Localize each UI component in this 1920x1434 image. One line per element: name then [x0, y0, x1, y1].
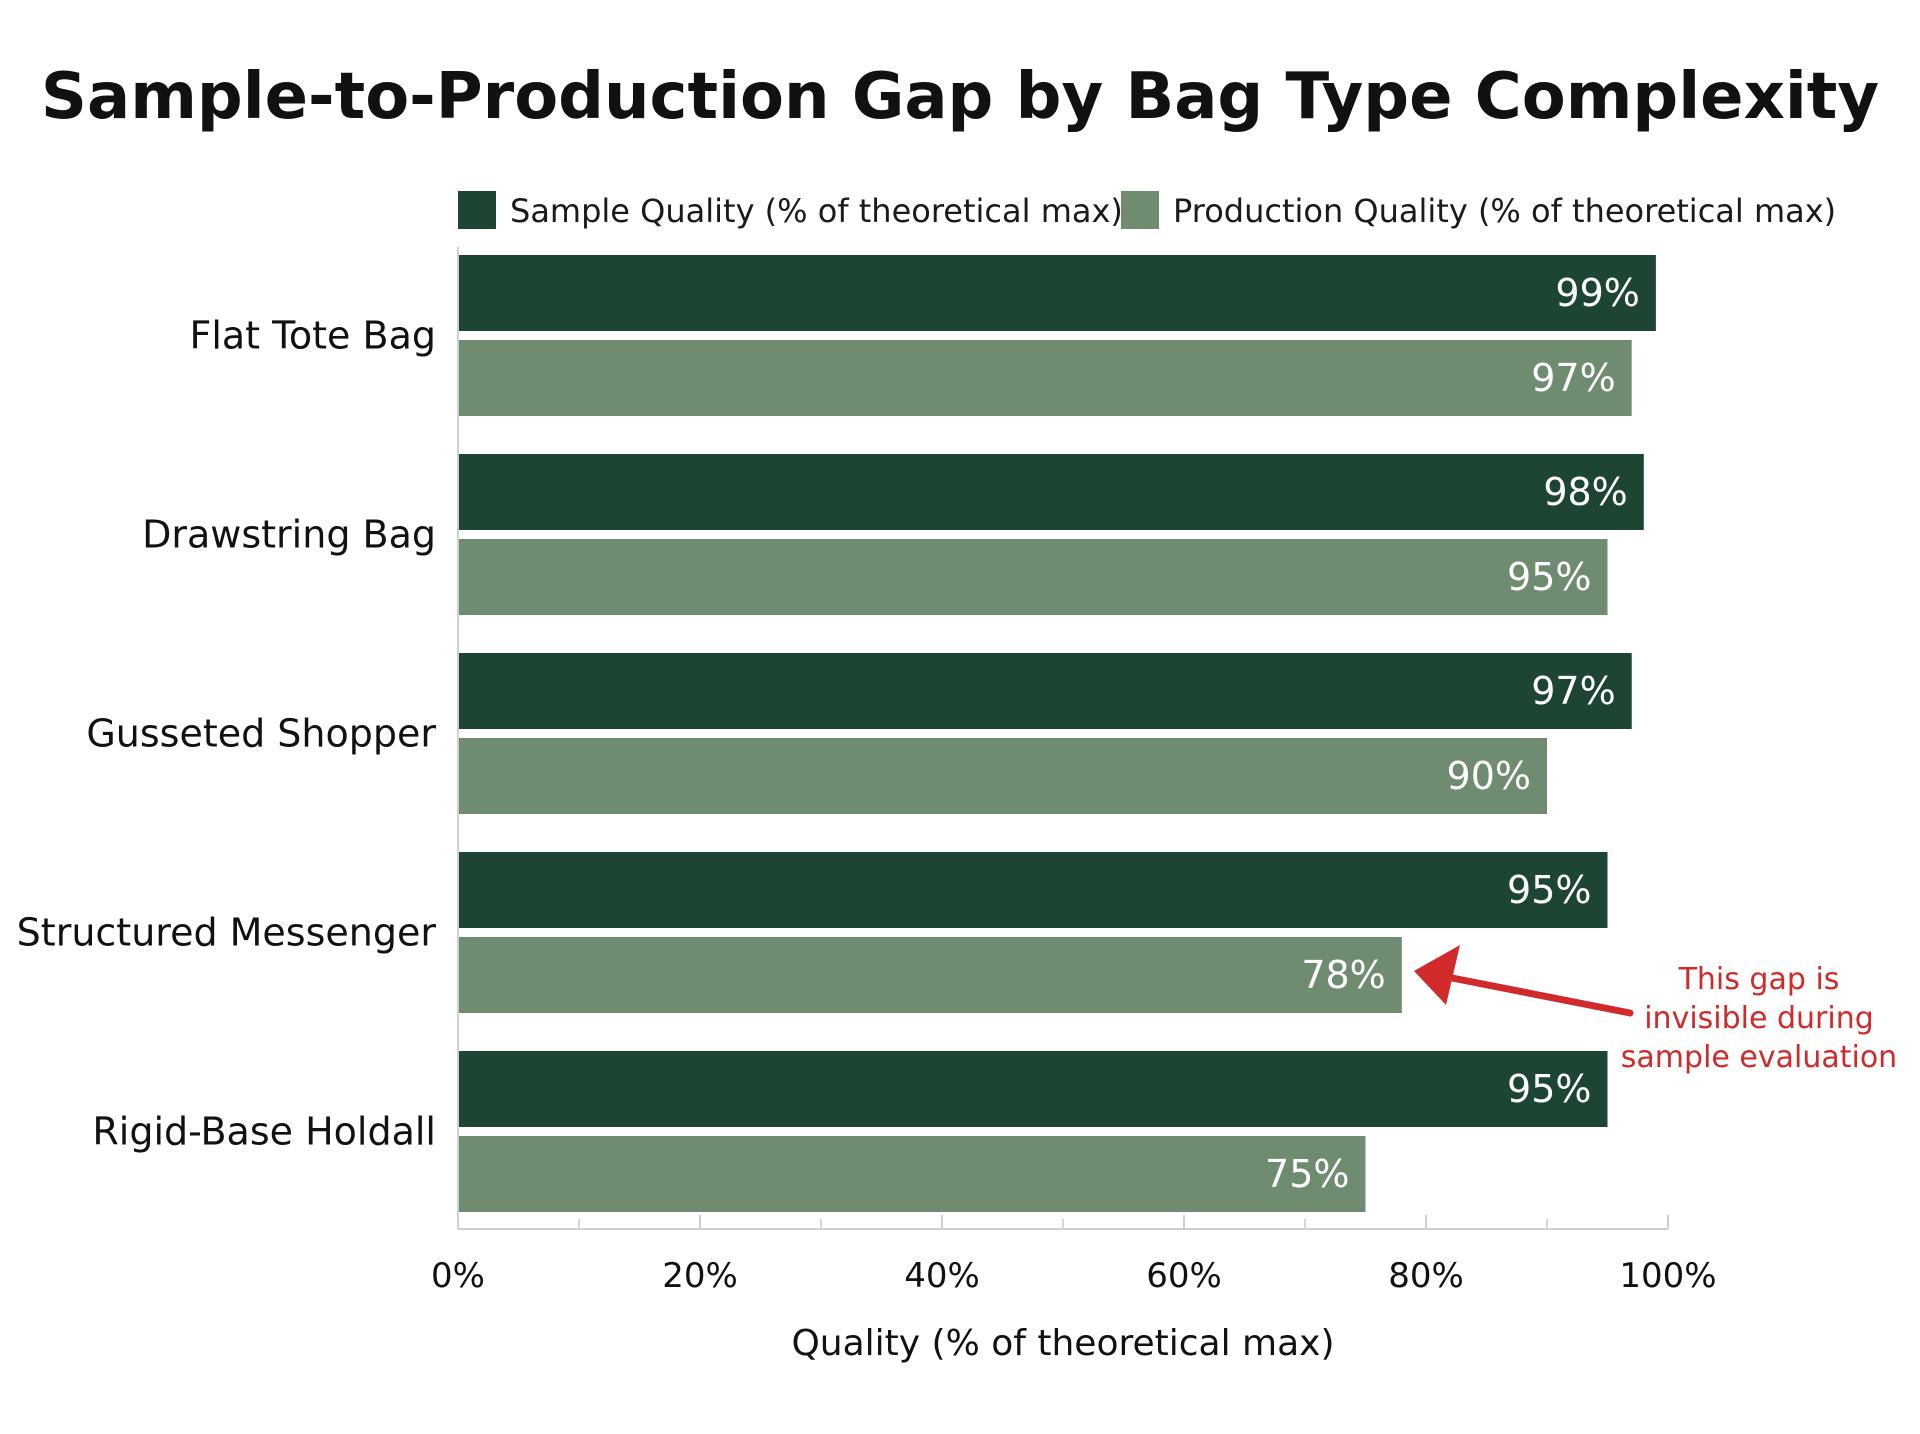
category-label-rigid-base-holdall: Rigid-Base Holdall: [92, 1110, 436, 1154]
bar-production-structured-messenger: [458, 937, 1402, 1013]
bar-sample-structured-messenger: [458, 852, 1608, 928]
legend: Sample Quality (% of theoretical max) Pr…: [458, 191, 1836, 230]
bar-value-labels: 99%97%98%95%97%90%95%78%95%75%: [1265, 271, 1640, 1196]
bar-value-label-sample-drawstring-bag: 98%: [1543, 470, 1627, 514]
category-labels: Flat Tote Bag Drawstring Bag Gusseted Shop…: [17, 314, 437, 1154]
category-label-gusseted-shopper: Gusseted Shopper: [86, 712, 436, 756]
bar-production-rigid-base-holdall: [458, 1136, 1366, 1212]
x-tick-label: 100%: [1619, 1256, 1716, 1296]
bar-value-label-production-structured-messenger: 78%: [1301, 953, 1385, 997]
bar-value-label-sample-gusseted-shopper: 97%: [1531, 669, 1615, 713]
x-tick-label: 0%: [431, 1256, 485, 1296]
annotation-arrow-shaft: [1448, 974, 1634, 1017]
annotation-arrow-head: [1414, 945, 1460, 1005]
legend-label-sample: Sample Quality (% of theoretical max): [510, 192, 1123, 230]
bar-value-label-production-rigid-base-holdall: 75%: [1265, 1152, 1349, 1196]
x-tick-label: 60%: [1146, 1256, 1222, 1296]
bar-value-label-production-flat-tote-bag: 97%: [1531, 356, 1615, 400]
x-tick-label: 20%: [662, 1256, 738, 1296]
legend-label-production: Production Quality (% of theoretical max…: [1173, 192, 1836, 230]
x-tick-label: 40%: [904, 1256, 980, 1296]
bar-production-flat-tote-bag: [458, 340, 1632, 416]
legend-swatch-sample: [458, 191, 496, 229]
bar-production-gusseted-shopper: [458, 738, 1547, 814]
chart-title: Sample-to-Production Gap by Bag Type Com…: [41, 60, 1879, 134]
bar-sample-rigid-base-holdall: [458, 1051, 1608, 1127]
legend-swatch-production: [1121, 191, 1159, 229]
bars: [458, 255, 1656, 1212]
annotation: This gap is invisible during sample eval…: [1414, 945, 1897, 1075]
x-tick-label: 80%: [1388, 1256, 1464, 1296]
annotation-text-line-2: invisible during: [1644, 1001, 1874, 1036]
bar-value-label-production-drawstring-bag: 95%: [1507, 555, 1591, 599]
bar-sample-flat-tote-bag: [458, 255, 1656, 331]
x-axis-title: Quality (% of theoretical max): [791, 1323, 1334, 1364]
bar-value-label-sample-rigid-base-holdall: 95%: [1507, 1067, 1591, 1111]
category-label-drawstring-bag: Drawstring Bag: [142, 513, 436, 557]
bar-value-label-sample-flat-tote-bag: 99%: [1555, 271, 1639, 315]
annotation-text-line-1: This gap is: [1678, 962, 1840, 997]
bar-value-label-sample-structured-messenger: 95%: [1507, 868, 1591, 912]
category-label-structured-messenger: Structured Messenger: [17, 911, 437, 955]
bar-production-drawstring-bag: [458, 539, 1608, 615]
bar-sample-gusseted-shopper: [458, 653, 1632, 729]
x-axis-ticks: 0% 20% 40% 60% 80% 100%: [431, 1215, 1717, 1296]
bar-sample-drawstring-bag: [458, 454, 1644, 530]
bar-value-label-production-gusseted-shopper: 90%: [1447, 754, 1531, 798]
category-label-flat-tote-bag: Flat Tote Bag: [189, 314, 436, 358]
annotation-text-line-3: sample evaluation: [1621, 1040, 1897, 1075]
